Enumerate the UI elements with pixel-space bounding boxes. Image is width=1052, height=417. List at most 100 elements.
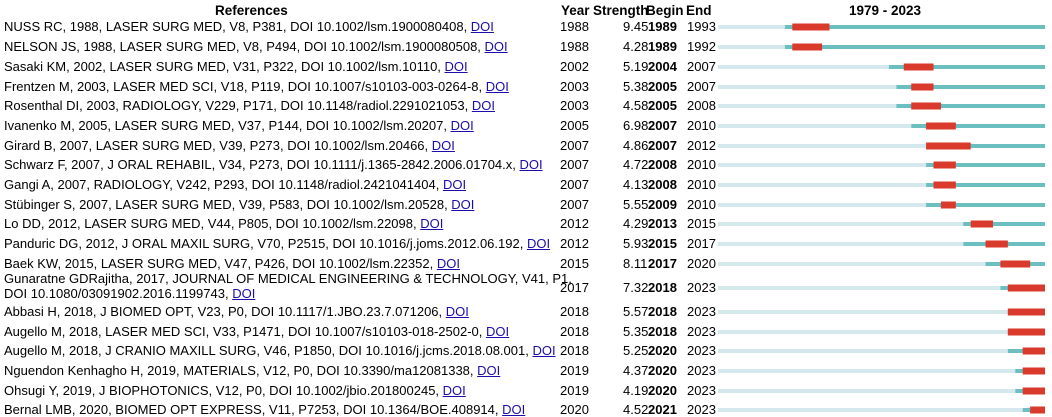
end-value: 2008 (687, 98, 716, 113)
timeline-inactive (718, 45, 785, 49)
doi-link[interactable]: DOI (445, 304, 469, 319)
reference-citation: Schwarz F, 2007, J ORAL REHABIL, V34, P2… (4, 157, 520, 172)
strength-value: 5.57 (623, 304, 649, 319)
year-value: 2003 (560, 79, 589, 94)
timeline-inactive (718, 25, 785, 29)
timeline-active (784, 45, 1045, 49)
begin-value: 2008 (648, 157, 677, 172)
reference-citation: Lo DD, 2012, LASER SURG MED, V44, P805, … (4, 216, 421, 231)
doi-link[interactable]: DOI (442, 177, 467, 192)
doi-link[interactable]: DOI (470, 19, 494, 34)
year-value: 2002 (560, 59, 589, 74)
burst-bar (1022, 347, 1045, 355)
timeline-active (926, 163, 1045, 167)
reference-citation: Bernal LMB, 2020, BIOMED OPT EXPRESS, V1… (4, 402, 503, 417)
strength-value: 7.32 (623, 280, 649, 295)
end-value: 2010 (687, 157, 716, 172)
header-year: Year (561, 3, 590, 18)
end-value: 2020 (687, 256, 716, 271)
end-value: 1993 (687, 19, 716, 34)
begin-value: 1989 (648, 39, 677, 54)
timeline-inactive (718, 183, 927, 187)
doi-link[interactable]: DOI (232, 286, 256, 301)
reference-text: Bernal LMB, 2020, BIOMED OPT EXPRESS, V1… (4, 402, 552, 417)
doi-link[interactable]: DOI (442, 383, 466, 398)
strength-value: 5.93 (623, 236, 649, 251)
reference-text: Gangi A, 2007, RADIOLOGY, V242, P293, DO… (4, 177, 552, 192)
year-value: 2017 (560, 280, 589, 295)
strength-value: 4.52 (623, 402, 649, 417)
timeline-active (1015, 369, 1045, 373)
end-value: 1992 (687, 39, 716, 54)
reference-text: Nguendon Kenhagho H, 2019, MATERIALS, V1… (4, 363, 552, 378)
reference-citation: Gangi A, 2007, RADIOLOGY, V242, P293, DO… (4, 177, 443, 192)
doi-link[interactable]: DOI (436, 256, 460, 271)
reference-text: NUSS RC, 1988, LASER SURG MED, V8, P381,… (4, 19, 552, 34)
header-range: 1979 - 2023 (849, 3, 922, 18)
doi-link[interactable]: DOI (502, 402, 526, 417)
reference-citation: Gunaratne GDRajitha, 2017, JOURNAL OF ME… (4, 271, 572, 286)
burst-bar (1000, 260, 1031, 268)
doi-link[interactable]: DOI (485, 79, 509, 94)
begin-value: 2018 (648, 324, 677, 339)
strength-value: 4.13 (623, 177, 649, 192)
doi-link[interactable]: DOI (484, 39, 508, 54)
year-value: 1988 (560, 39, 589, 54)
timeline-active (1000, 286, 1045, 290)
strength-value: 4.29 (623, 216, 649, 231)
burst-bar (1022, 387, 1045, 395)
burst-bar (792, 23, 830, 31)
timeline-active (1007, 330, 1045, 334)
reference-citation: Panduric DG, 2012, J ORAL MAXIL SURG, V7… (4, 236, 527, 251)
reference-text: Panduric DG, 2012, J ORAL MAXIL SURG, V7… (4, 236, 552, 251)
burst-bar (1007, 284, 1045, 292)
timeline-active (1015, 389, 1045, 393)
timeline-active (926, 183, 1045, 187)
end-value: 2012 (687, 138, 716, 153)
year-value: 2007 (560, 138, 589, 153)
doi-link[interactable]: DOI (532, 343, 556, 358)
doi-link[interactable]: DOI (486, 324, 510, 339)
year-value: 2005 (560, 118, 589, 133)
burst-bar (970, 220, 993, 228)
end-value: 2007 (687, 79, 716, 94)
doi-link[interactable]: DOI (431, 138, 455, 153)
timeline-active (1007, 310, 1045, 314)
timeline-active (888, 65, 1045, 69)
doi-link[interactable]: DOI (451, 197, 475, 212)
reference-text: Frentzen M, 2003, LASER MED SCI, V18, P1… (4, 79, 552, 94)
end-value: 2023 (687, 280, 716, 295)
timeline-active (911, 124, 1045, 128)
timeline-active (1007, 349, 1045, 353)
reference-text: Augello M, 2018, J CRANIO MAXILL SURG, V… (4, 343, 556, 358)
strength-value: 4.58 (623, 98, 649, 113)
reference-text: Sasaki KM, 2002, LASER SURG MED, V31, P3… (4, 59, 552, 74)
end-value: 2023 (687, 383, 716, 398)
begin-value: 2020 (648, 363, 677, 378)
reference-text: Lo DD, 2012, LASER SURG MED, V44, P805, … (4, 216, 552, 231)
reference-citation: Ivanenko M, 2005, LASER SURG MED, V37, P… (4, 118, 451, 133)
begin-value: 2018 (648, 304, 677, 319)
header-end: End (686, 3, 712, 18)
reference-citation: NELSON JS, 1988, LASER SURG MED, V8, P49… (4, 39, 485, 54)
burst-bar (911, 83, 934, 91)
end-value: 2023 (687, 343, 716, 358)
year-value: 2020 (560, 402, 589, 417)
reference-text: Schwarz F, 2007, J ORAL REHABIL, V34, P2… (4, 157, 552, 172)
doi-link[interactable]: DOI (477, 363, 501, 378)
reference-citation: NUSS RC, 1988, LASER SURG MED, V8, P381,… (4, 19, 471, 34)
doi-link[interactable]: DOI (450, 118, 474, 133)
doi-link[interactable]: DOI (471, 98, 495, 113)
doi-link[interactable]: DOI (519, 157, 543, 172)
year-value: 2012 (560, 216, 589, 231)
doi-link[interactable]: DOI (444, 59, 468, 74)
doi-link[interactable]: DOI (420, 216, 444, 231)
end-value: 2010 (687, 177, 716, 192)
timeline-inactive (718, 262, 986, 266)
doi-link[interactable]: DOI (526, 236, 551, 251)
timeline-inactive (718, 286, 1001, 290)
begin-value: 2007 (648, 138, 677, 153)
begin-value: 2008 (648, 177, 677, 192)
end-value: 2010 (687, 118, 716, 133)
year-value: 2018 (560, 304, 589, 319)
